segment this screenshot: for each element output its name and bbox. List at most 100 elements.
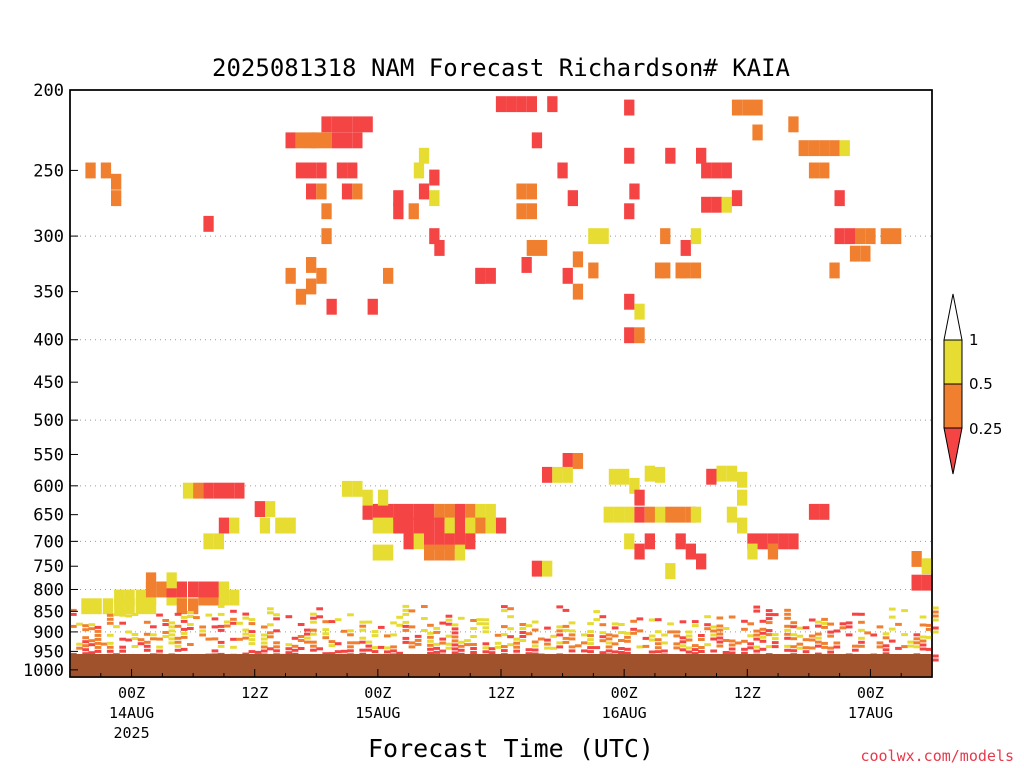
band-cell [365,620,373,624]
ri-cell [135,589,146,606]
band-cell [82,640,89,644]
band-cell [421,617,428,620]
ri-cell [362,503,373,520]
ri-cell [393,517,404,534]
band-cell [180,631,188,635]
ri-cell [521,257,532,273]
ri-cell [203,533,214,550]
ri-cell [321,116,332,133]
ri-cell [311,132,322,149]
band-cell [482,646,490,650]
y-tick-label: 1000 [23,661,64,681]
band-cell [747,646,754,650]
ri-cell [306,183,317,200]
x-tick-date: 17AUG [848,704,893,722]
band-cell [470,635,477,638]
band-cell [433,626,440,630]
band-cell [593,610,601,614]
ri-cell [275,517,286,534]
band-cell [605,637,613,641]
band-cell [82,644,89,648]
y-tick-label: 750 [33,557,64,577]
band-cell [156,649,163,653]
ri-cell [844,228,856,245]
band-cell [427,635,434,639]
band-cell [150,625,157,629]
band-cell [845,625,853,629]
band-cell [230,637,237,641]
band-cell [143,640,151,644]
band-cell [199,625,206,629]
ri-cell [434,240,445,256]
ri-cell [665,563,676,579]
ri-cell [188,581,199,598]
band-cell [340,649,348,653]
ri-cell [624,293,635,310]
band-cell [236,621,243,625]
band-cell [347,633,354,637]
band-cell [94,633,102,637]
ri-cell [352,116,363,133]
band-cell [211,617,219,621]
band-cell [685,646,693,650]
band-cell [925,647,933,651]
band-cell [636,617,644,621]
ri-cell [454,517,466,534]
band-cell [94,637,102,641]
band-cell [716,640,724,644]
band-cell [827,650,834,654]
band-cell [759,635,767,639]
credit-link[interactable]: coolwx.com/models [860,747,1014,765]
ri-cell [156,581,167,598]
band-cell [765,609,773,613]
band-cell [347,641,354,645]
band-cell [174,624,182,628]
band-cell [106,613,114,617]
ri-cell [516,183,527,200]
band-cell [156,645,163,649]
ri-cell [362,116,373,133]
ri-cell [408,203,419,220]
band-cell [587,650,594,654]
ri-cell [383,503,394,520]
y-tick-label: 650 [33,506,64,526]
band-cell [599,623,607,627]
band-cell [568,629,576,633]
band-cell [359,636,367,640]
band-cell [753,649,761,653]
band-cell [913,645,921,649]
band-cell [624,639,631,643]
colorbar-label-0.25: 0.25 [969,420,1002,438]
band-cell [654,650,662,654]
band-cell [433,646,440,650]
ri-cell [223,482,235,499]
band-cell [654,638,662,642]
band-cell [273,629,280,633]
ri-cell [526,203,537,220]
band-cell [334,650,342,654]
band-cell [162,623,170,626]
band-cell [636,645,644,649]
ri-cell [880,228,891,245]
ri-cell [367,298,378,315]
ri-cell [562,267,573,284]
band-cell [556,645,564,649]
band-cell [821,625,828,629]
band-cell [82,648,89,652]
band-cell [291,636,299,640]
band-cell [704,643,711,647]
band-cell [716,624,724,628]
band-cell [531,628,539,632]
band-cell [457,648,465,652]
ri-cell [91,598,102,615]
ri-cell [424,503,435,520]
band-cell [371,646,379,650]
band-cell [741,627,748,631]
band-cell [187,611,194,614]
band-cell [698,638,705,641]
band-cell [248,622,256,626]
band-cell [925,623,933,627]
band-cell [544,646,551,650]
x-tick-label: 00Z [611,684,638,702]
ri-cell [819,503,830,520]
